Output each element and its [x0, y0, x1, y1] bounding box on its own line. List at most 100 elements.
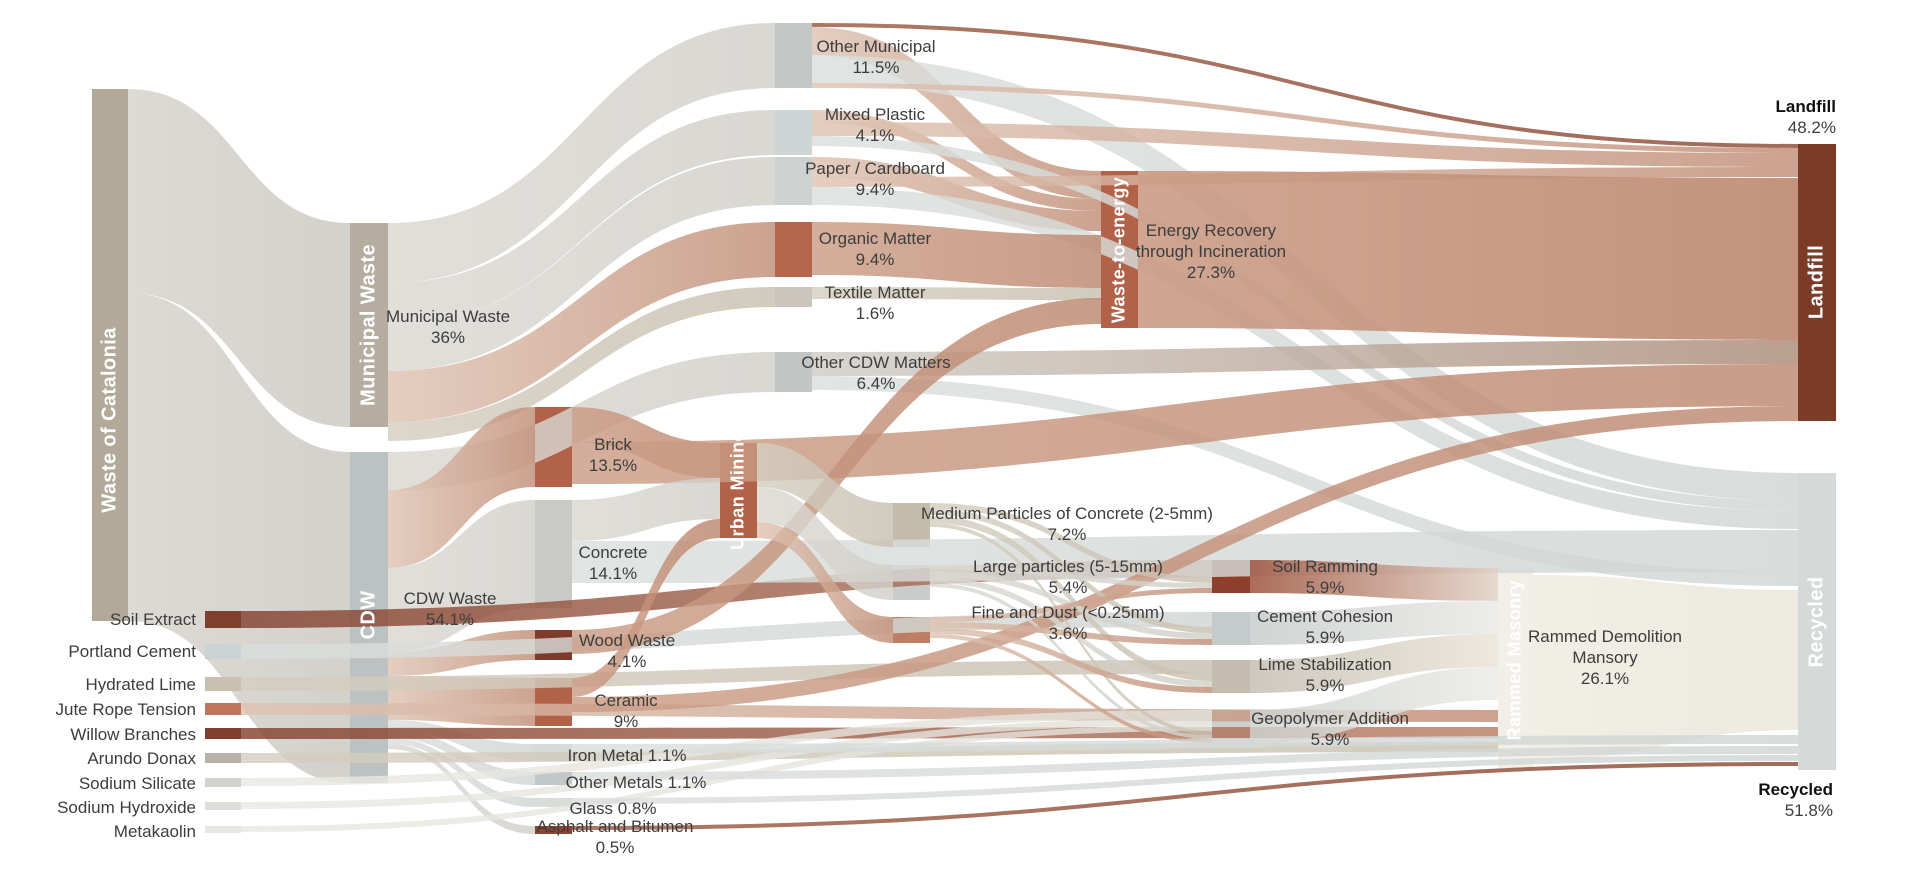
node-recycled[interactable]: [1798, 473, 1836, 770]
flow-organic_matter_n-wte: [812, 222, 1101, 288]
label-fine-dust: Fine and Dust (<0.25mm) 3.6%: [971, 603, 1165, 643]
flow-urban_mining-large_particles_n: [757, 487, 893, 600]
node-landfill[interactable]: [1798, 144, 1836, 421]
flow-fine_dust_n-soil_ramming_n: [930, 588, 1212, 622]
flow-asphalt-recycled: [572, 762, 1798, 830]
label-soil-extract: Soil Extract: [110, 610, 196, 629]
node-title-recycled: Recycled: [1805, 576, 1828, 668]
label-landfill-total: Landfill 48.2%: [1775, 97, 1836, 137]
flow-medium_particles_n-lime_stab_n: [930, 516, 1212, 681]
label-geopolymer-addition: Geopolymer Addition 5.9%: [1251, 709, 1409, 749]
node-title-urban-mining: Urban Mining: [727, 430, 748, 550]
node-title-landfill: Landfill: [1805, 244, 1828, 320]
label-soil-ramming: Soil Ramming 5.9%: [1272, 557, 1378, 597]
flow-mixed_plastic_n-wte: [812, 110, 1101, 211]
flow-medium_particles_n-cement_cohesion_n: [930, 509, 1212, 633]
label-brick: Brick 13.5%: [588, 435, 638, 475]
flow-cdw-asphalt: [388, 744, 535, 834]
node-soil_extract[interactable]: [205, 611, 241, 628]
node-textile_matter_n[interactable]: [775, 287, 812, 307]
flow-municipal_waste-mixed_plastic_n: [388, 110, 775, 325]
flow-textile_matter_n-wte: [812, 287, 1101, 300]
node-waste_of_catalonia[interactable]: [92, 89, 128, 621]
node-metakaolin[interactable]: [205, 826, 241, 833]
node-lime_stab_n[interactable]: [1212, 660, 1250, 693]
label-energy-recovery: Energy Recovery through Incineration 27.3%: [1135, 221, 1287, 282]
label-large-particles: Large particles (5-15mm) 5.4%: [973, 557, 1163, 597]
flow-paper_cardboard_n-wte: [812, 157, 1101, 231]
label-glass: Glass 0.8%: [569, 799, 657, 818]
node-hydrated_lime[interactable]: [205, 677, 241, 691]
flow-rammed_masonry-recycled: [1533, 575, 1798, 760]
flow-other_municipal_n-landfill: [812, 83, 1798, 153]
label-iron-metal: Iron Metal 1.1%: [567, 746, 687, 765]
label-sodium-silicate: Sodium Silicate: [78, 774, 196, 793]
label-mixed-plastic: Mixed Plastic 4.1%: [824, 105, 926, 145]
node-sodium_hydroxide[interactable]: [205, 802, 241, 810]
label-sodium-hydroxide: Sodium Hydroxide: [57, 798, 196, 817]
node-other_cdw_n[interactable]: [775, 352, 812, 392]
flow-lime_stab_n-rammed_masonry: [1250, 634, 1498, 693]
flow-wte-landfill: [1138, 171, 1798, 340]
flow-brick-landfill: [572, 364, 1798, 484]
label-organic-matter: Organic Matter 9.4%: [818, 229, 932, 269]
node-concrete[interactable]: [535, 500, 572, 608]
flow-urban_mining-medium_particles_n: [757, 443, 893, 547]
label-metakaolin: Metakaolin: [113, 822, 196, 841]
label-concrete: Concrete 14.1%: [578, 543, 648, 583]
label-wood-waste: Wood Waste 4.1%: [578, 631, 676, 671]
flow-municipal_waste-textile_matter_n: [388, 287, 775, 441]
flow-ceramic-landfill: [572, 406, 1798, 712]
flow-ceramic-urban_mining: [572, 519, 720, 697]
node-sodium_silicate[interactable]: [205, 778, 241, 787]
flow-municipal_waste-paper_cardboard_n: [388, 157, 775, 371]
flow-hydrated_lime-lime_stab_n: [241, 660, 1212, 691]
flow-urban_mining-fine_dust_n: [757, 522, 893, 643]
flow-glass-recycled: [572, 755, 1798, 804]
label-paper-cardboard: Paper / Cardboard 9.4%: [805, 159, 945, 199]
node-jute_rope[interactable]: [205, 703, 241, 715]
flow-concrete-urban_mining: [572, 478, 720, 541]
flow-cement_cohesion_n-rammed_masonry: [1250, 601, 1498, 645]
label-medium-particles: Medium Particles of Concrete (2-5mm) 7.2%: [921, 504, 1213, 544]
flow-iron_metal-recycled: [572, 735, 1798, 753]
label-other-municipal: Other Municipal 11.5%: [816, 37, 936, 77]
flow-cdw-brick: [388, 407, 535, 568]
flow-fine_dust_n-cement_cohesion_n: [930, 622, 1212, 645]
label-textile-matter: Textile Matter 1.6%: [824, 283, 926, 323]
node-rammed_masonry[interactable]: [1498, 568, 1533, 768]
label-lime-stabilization: Lime Stabilization 5.9%: [1258, 655, 1392, 695]
node-other_metals[interactable]: [535, 772, 572, 785]
node-other_municipal_n[interactable]: [775, 23, 812, 88]
flow-mixed_plastic_n-landfill: [812, 122, 1798, 167]
label-rammed-demolition-mansory: Rammed Demolition Mansory 26.1%: [1528, 627, 1682, 688]
label-asphalt-bitumen: Asphalt and Bitumen 0.5%: [536, 817, 694, 857]
label-municipal-waste-flow: Municipal Waste 36%: [385, 307, 511, 347]
label-other-metals: Other Metals 1.1%: [565, 773, 707, 792]
flow-waste_of_catalonia-cdw: [128, 293, 350, 783]
node-municipal_waste[interactable]: [350, 223, 388, 427]
label-recycled-total: Recycled 51.8%: [1758, 780, 1833, 820]
flow-municipal_waste-other_municipal_n: [388, 23, 775, 283]
flow-sodium_hydroxide-geopolymer_n: [241, 718, 1212, 809]
flow-other_municipal_n-landfill: [812, 23, 1798, 148]
node-mixed_plastic_n[interactable]: [775, 110, 812, 155]
label-cement-cohesion: Cement Cohesion 5.9%: [1256, 607, 1394, 647]
node-cement_cohesion_n[interactable]: [1212, 612, 1250, 645]
label-portland-cement: Portland Cement: [68, 642, 196, 661]
node-asphalt[interactable]: [535, 826, 572, 834]
node-portland_cement[interactable]: [205, 644, 241, 659]
flow-waste_of_catalonia-municipal_waste: [128, 89, 350, 427]
node-willow[interactable]: [205, 728, 241, 739]
node-paper_cardboard_n[interactable]: [775, 157, 812, 205]
flow-other_cdw_n-recycled: [812, 376, 1798, 586]
node-glass[interactable]: [535, 798, 572, 807]
flow-other_cdw_n-landfill: [812, 340, 1798, 376]
node-organic_matter_n[interactable]: [775, 222, 812, 277]
label-other-cdw-matters: Other CDW Matters 6.4%: [801, 353, 951, 393]
label-willow-branches: Willow Branches: [70, 725, 196, 744]
node-arundo[interactable]: [205, 753, 241, 763]
label-arundo-donax: Arundo Donax: [87, 749, 196, 768]
